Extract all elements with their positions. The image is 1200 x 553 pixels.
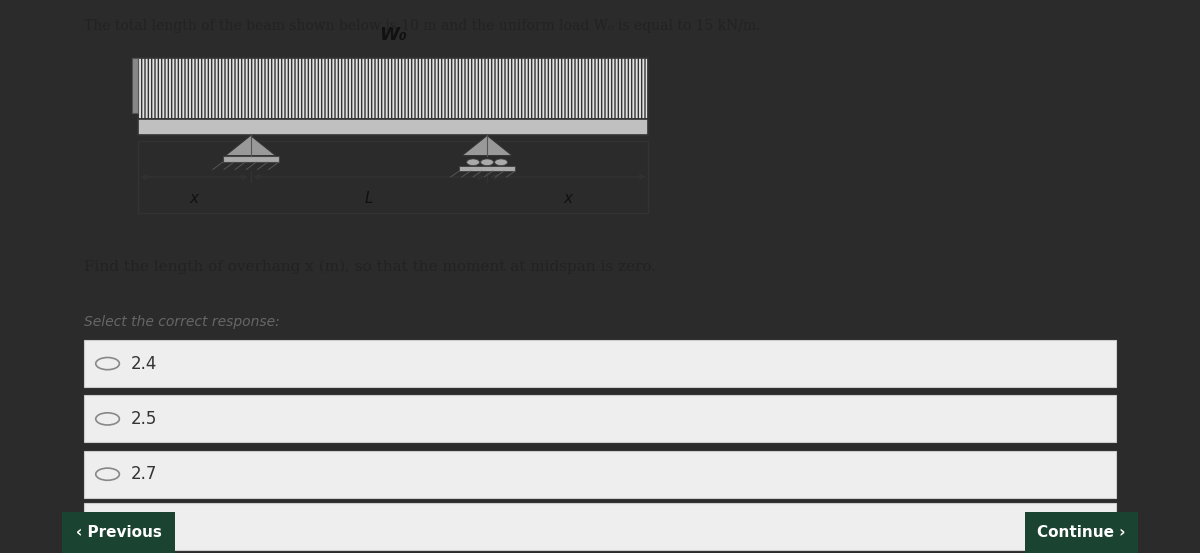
Text: 2.5: 2.5 bbox=[131, 410, 157, 428]
Text: 2.6: 2.6 bbox=[131, 518, 157, 536]
Text: 2.7: 2.7 bbox=[131, 465, 157, 483]
Bar bbox=[460, 165, 515, 171]
Bar bbox=[223, 155, 278, 162]
Circle shape bbox=[481, 159, 493, 165]
Bar bbox=[84, 395, 1116, 442]
Bar bbox=[1025, 512, 1138, 553]
Polygon shape bbox=[462, 135, 512, 155]
Text: x: x bbox=[190, 191, 199, 206]
Text: L: L bbox=[365, 191, 373, 206]
Bar bbox=[132, 58, 138, 113]
Text: Select the correct response:: Select the correct response: bbox=[84, 315, 280, 329]
Text: ‹ Previous: ‹ Previous bbox=[76, 525, 162, 540]
Text: The total length of the beam shown below is 10 m and the uniform load W₀ is equa: The total length of the beam shown below… bbox=[84, 19, 761, 33]
Polygon shape bbox=[226, 135, 276, 155]
Bar bbox=[138, 58, 648, 119]
Text: W₀: W₀ bbox=[379, 26, 407, 44]
Bar bbox=[84, 451, 1116, 498]
Text: Find the length of overhang x (m), so that the moment at midspan is zero.: Find the length of overhang x (m), so th… bbox=[84, 260, 656, 274]
Circle shape bbox=[467, 159, 480, 165]
Bar bbox=[84, 340, 1116, 387]
Bar bbox=[138, 119, 648, 135]
Bar bbox=[84, 503, 1116, 550]
Text: x: x bbox=[563, 191, 572, 206]
Text: 2.4: 2.4 bbox=[131, 354, 157, 373]
Circle shape bbox=[494, 159, 508, 165]
Bar bbox=[62, 512, 175, 553]
Text: Continue ›: Continue › bbox=[1037, 525, 1126, 540]
